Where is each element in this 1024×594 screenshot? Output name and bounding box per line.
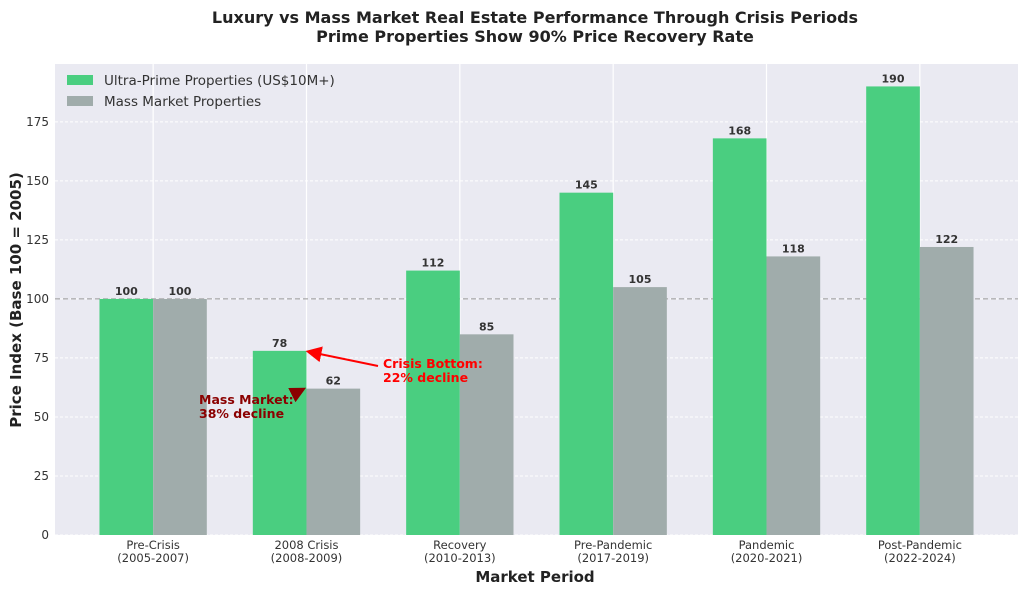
bar-ultra-prime xyxy=(252,350,307,535)
x-tick-label: Recovery xyxy=(433,538,487,552)
bar-mass-market xyxy=(766,256,821,535)
annotation-text: Mass Market: xyxy=(199,392,294,407)
y-tick-label: 150 xyxy=(26,174,49,188)
y-tick-label: 0 xyxy=(41,528,49,542)
data-label: 118 xyxy=(782,242,805,255)
x-tick-label: Post-Pandemic xyxy=(878,538,962,552)
x-tick-label: Pre-Pandemic xyxy=(574,538,652,552)
annotation-arrow xyxy=(305,346,379,367)
data-label: 62 xyxy=(326,375,341,388)
plot-area xyxy=(55,64,1018,535)
chart-subtitle: Prime Properties Show 90% Price Recovery… xyxy=(316,27,754,46)
bar-ultra-prime xyxy=(99,298,154,535)
x-tick-label: (2008-2009) xyxy=(271,551,343,565)
chart-title: Luxury vs Mass Market Real Estate Perfor… xyxy=(212,8,858,27)
x-tick-label: (2020-2021) xyxy=(731,551,803,565)
data-label: 105 xyxy=(629,273,652,286)
data-label: 168 xyxy=(728,124,751,137)
x-tick-label: Pandemic xyxy=(739,538,795,552)
data-label: 112 xyxy=(422,257,445,270)
legend-label: Mass Market Properties xyxy=(104,94,261,110)
bar-ultra-prime xyxy=(559,192,614,535)
x-tick-label: (2010-2013) xyxy=(424,551,496,565)
legend-swatch xyxy=(67,75,93,85)
legend: Ultra-Prime Properties (US$10M+) Mass Mar… xyxy=(67,73,335,110)
bar-mass-market xyxy=(919,246,974,536)
y-tick-label: 75 xyxy=(34,351,49,365)
x-tick-label: (2005-2007) xyxy=(117,551,189,565)
y-tick-label: 50 xyxy=(34,410,49,424)
y-tick-label: 25 xyxy=(34,469,49,483)
bar-ultra-prime xyxy=(866,86,920,535)
bar-mass-market xyxy=(459,334,514,535)
x-tick-label: Pre-Crisis xyxy=(126,538,180,552)
bar-ultra-prime xyxy=(406,270,460,535)
data-label: 100 xyxy=(115,285,138,298)
bar-mass-market xyxy=(306,388,361,535)
data-label: 145 xyxy=(575,179,598,192)
annotation-text: 38% decline xyxy=(199,406,284,421)
legend-swatch xyxy=(67,96,93,106)
y-tick-label: 100 xyxy=(26,292,49,306)
bar-mass-market xyxy=(153,298,207,535)
bar-ultra-prime xyxy=(712,138,767,536)
data-label: 78 xyxy=(272,337,287,350)
x-tick-label: 2008 Crisis xyxy=(274,538,338,552)
annotation-text: 22% decline xyxy=(383,370,468,385)
data-label: 100 xyxy=(168,285,191,298)
y-tick-label: 125 xyxy=(26,233,49,247)
legend-label: Ultra-Prime Properties (US$10M+) xyxy=(104,73,335,89)
y-axis-label: Price Index (Base 100 = 2005) xyxy=(7,172,25,428)
y-tick-label: 175 xyxy=(26,115,49,129)
data-label: 85 xyxy=(479,320,494,333)
x-axis-label: Market Period xyxy=(475,568,594,586)
annotation-text: Crisis Bottom: xyxy=(383,356,483,371)
data-label: 190 xyxy=(882,72,905,85)
x-tick-label: (2017-2019) xyxy=(577,551,649,565)
x-tick-label: (2022-2024) xyxy=(884,551,956,565)
bar-mass-market xyxy=(613,287,667,535)
annotation-arrow xyxy=(288,387,307,403)
data-label: 122 xyxy=(935,233,958,246)
